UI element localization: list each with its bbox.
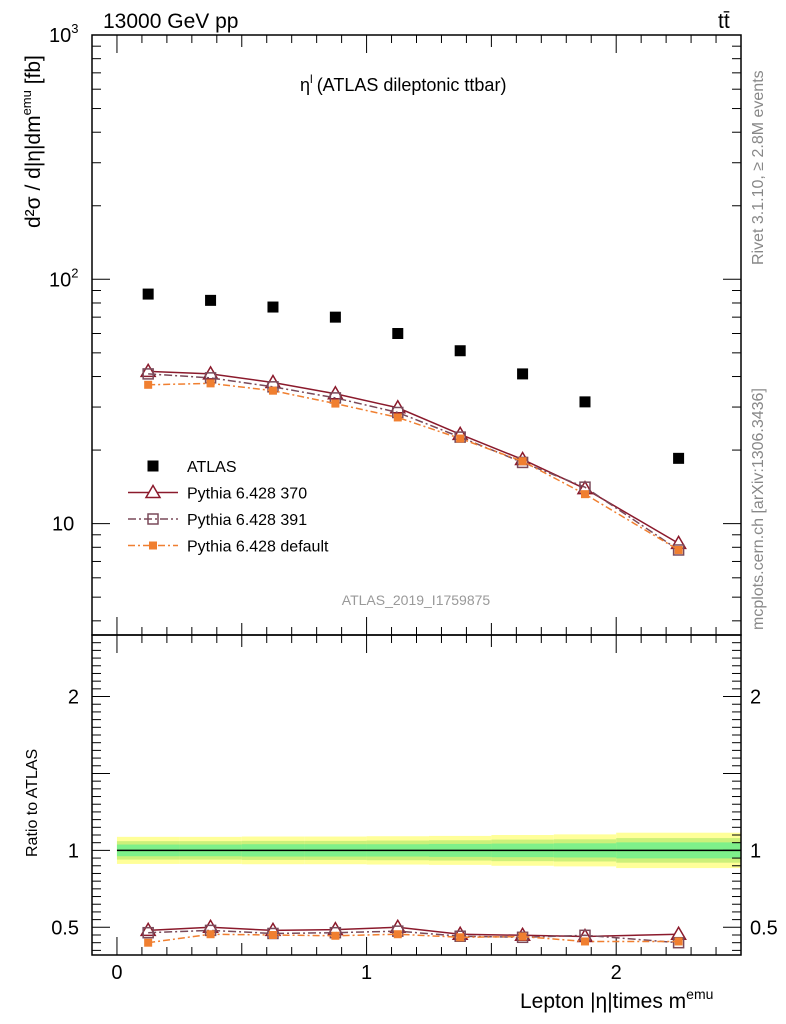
triangle-marker (144, 484, 162, 499)
main-series-line (148, 373, 680, 551)
main-ylabel-text: d²σ / d|η|dm (22, 115, 45, 228)
square-filled-marker (331, 399, 340, 408)
main-ylabel: d²σ / d|η|dmemu [fb] (19, 55, 45, 228)
square-filled-marker (518, 457, 527, 466)
ratio-y-tick-label: 1 (750, 840, 761, 862)
main-ylabel-sup: emu (19, 90, 34, 115)
square-filled-marker (144, 938, 153, 947)
atlas-data-point (454, 345, 466, 357)
plot-title-eta: η (300, 75, 310, 95)
y-tick-label-base: 10 (49, 25, 71, 47)
square-open-marker (147, 513, 159, 525)
ratio-y-tick-label: 0.5 (750, 917, 778, 939)
y-tick-label-base: 10 (49, 269, 71, 291)
analysis-id: ATLAS_2019_I1759875 (342, 592, 491, 608)
legend-label: ATLAS (187, 459, 237, 476)
atlas-data-point (205, 294, 217, 306)
square-filled-marker (580, 490, 589, 499)
ratio-y-tick-label: 2 (68, 687, 79, 709)
xlabel-text: Lepton |η|times m (520, 990, 686, 1013)
square-filled-marker (674, 937, 683, 946)
square-filled-marker (674, 545, 683, 554)
ratio-series-line (148, 929, 679, 944)
plot-title-rest: (ATLAS dileptonic ttbar) (317, 75, 507, 95)
atlas-data-point (329, 311, 341, 323)
atlas-data-point (579, 396, 591, 408)
y-tick-label-exponent: 3 (71, 21, 78, 36)
ratio-ylabel: Ratio to ATLAS (24, 749, 41, 857)
square-filled-marker (268, 931, 277, 939)
x-tick-label: 0 (111, 962, 122, 984)
ratio-y-tick-label: 1 (68, 840, 79, 862)
atlas-data-point (142, 288, 154, 300)
xlabel: Lepton |η|times memu (520, 986, 713, 1013)
x-tick-label: 1 (361, 962, 372, 984)
process-label: tt̄ (718, 10, 730, 33)
atlas-data-point (267, 301, 279, 313)
square-filled-marker (580, 937, 589, 946)
legend-label: Pythia 6.428 default (187, 539, 329, 556)
atlas-data-point (392, 328, 404, 340)
square-open-marker (142, 926, 154, 939)
square-open-marker (672, 544, 685, 556)
square-filled-marker (268, 386, 277, 395)
legend-label: Pythia 6.428 370 (187, 486, 307, 503)
y-tick-label: 10 (52, 514, 74, 536)
rivet-label: Rivet 3.1.10, ≥ 2.8M events (750, 70, 767, 265)
square-filled-marker (518, 932, 527, 941)
square-filled-marker (393, 930, 402, 939)
y-tick-label: 102 (49, 265, 78, 291)
atlas-data-point (147, 460, 159, 472)
square-filled-marker (393, 413, 402, 422)
ratio-y-tick-label: 2 (750, 687, 761, 709)
xlabel-sup: emu (686, 986, 713, 1002)
square-filled-marker (331, 931, 340, 940)
atlas-data-point (517, 368, 529, 380)
triangle-marker (139, 362, 157, 378)
square-filled-marker (206, 930, 215, 939)
square-filled-marker (456, 434, 465, 443)
square-open-marker (142, 368, 154, 380)
main-ylabel-unit: [fb] (22, 55, 45, 90)
square-filled-marker (149, 541, 157, 550)
square-filled-marker (456, 933, 465, 942)
plot-title: ηl (ATLAS dileptonic ttbar) (300, 72, 506, 95)
plot-title-sup: l (310, 72, 313, 86)
ratio-y-tick-label: 0.5 (51, 917, 79, 939)
y-tick-label-base: 10 (52, 514, 74, 536)
square-filled-marker (206, 379, 215, 388)
ratio-panel-frame (91, 634, 742, 956)
mcplots-label: mcplots.cern.ch [arXiv:1306.3436] (750, 388, 767, 630)
square-filled-marker (144, 380, 153, 389)
x-tick-label: 2 (611, 962, 622, 984)
legend-label: Pythia 6.428 391 (187, 512, 307, 529)
atlas-data-point (673, 452, 685, 464)
y-tick-label-exponent: 2 (71, 265, 78, 280)
energy-label: 13000 GeV pp (103, 10, 238, 33)
y-tick-label: 103 (49, 21, 78, 47)
